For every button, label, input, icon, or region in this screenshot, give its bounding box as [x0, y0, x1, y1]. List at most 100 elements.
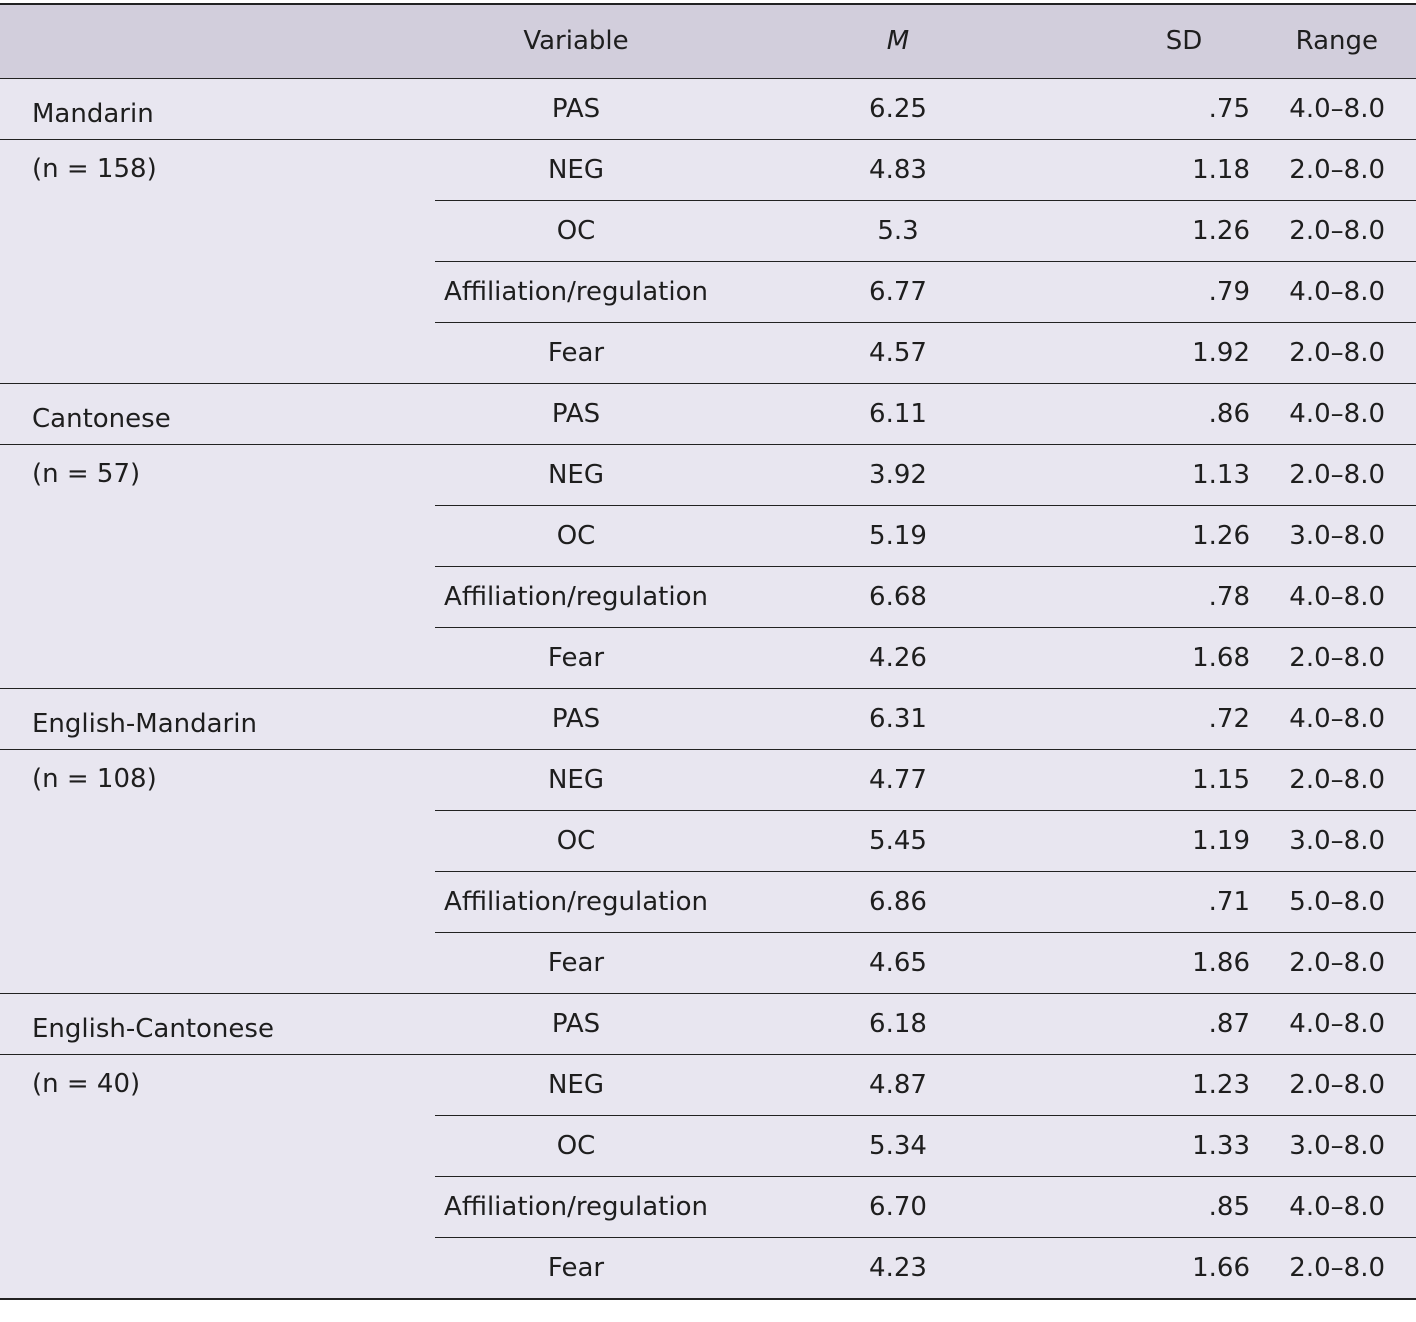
- variable-cell: PAS: [551, 93, 601, 124]
- mean-cell: 5.3: [717, 199, 1079, 261]
- header-row: Variable M SD Range: [0, 5, 1416, 78]
- mean-cell: 6.25: [869, 93, 927, 124]
- variable-cell: OC: [435, 504, 717, 566]
- table-row: (n = 158) NEG 4.83 1.18 2.0–8.0: [0, 138, 1416, 383]
- table-row: Affiliation/regulation 6.68.78 4.0–8.0: [0, 565, 1416, 627]
- range-cell: 3.0–8.0: [1250, 504, 1416, 566]
- group-size: (n = 40): [0, 1053, 435, 1298]
- table-body: Mandarin PAS 6.25.75 4.0–8.0 (n = 158) NEG 4.8…: [0, 78, 1416, 1298]
- sd-cell: .75: [1208, 93, 1250, 124]
- sd-cell: 1.92: [1079, 321, 1250, 383]
- table-container: Variable M SD Range Mandarin PAS 6.25 .75 4.0–8…: [0, 3, 1416, 1300]
- table-row: (n = 57) NEG 3.92 1.13 2.0–8.0: [0, 443, 1416, 688]
- sd-cell: 1.86: [1079, 931, 1250, 993]
- variable-cell: Fear: [435, 626, 717, 688]
- table-row: Cantonese PAS 6.11.86 4.0–8.0: [0, 382, 1416, 444]
- mean-cell: 4.83: [717, 138, 1079, 200]
- group-size: (n = 108): [0, 748, 435, 993]
- table-row: OC 5.34 1.33 3.0–8.0: [0, 1114, 1416, 1176]
- sd-cell: .86: [1079, 382, 1250, 444]
- mean-cell: 4.23: [717, 1236, 1079, 1298]
- mean-cell: 4.77: [717, 748, 1079, 810]
- mean-cell: 6.31: [717, 687, 1079, 749]
- range-cell: 4.0–8.0: [1250, 687, 1416, 749]
- variable-cell: NEG: [435, 443, 717, 505]
- header-cell: Variable: [523, 26, 629, 57]
- mean-cell: 6.86: [717, 870, 1079, 932]
- mean-cell: 6.70: [717, 1175, 1079, 1237]
- range-cell: 4.0–8.0: [1250, 260, 1416, 322]
- range-cell: 2.0–8.0: [1250, 1053, 1416, 1115]
- variable-cell: OC: [435, 1114, 717, 1176]
- table-row: Fear 4.26 1.68 2.0–8.0: [0, 626, 1416, 688]
- table-row: (n = 108) NEG 4.77 1.15 2.0–8.0: [0, 748, 1416, 993]
- mean-cell: 4.65: [717, 931, 1079, 993]
- table-header: Variable M SD Range: [0, 5, 1416, 78]
- mean-cell: 6.11: [717, 382, 1079, 444]
- table-row: Fear 4.23 1.66 2.0–8.0: [0, 1236, 1416, 1298]
- range-cell: 4.0–8.0: [1250, 382, 1416, 444]
- variable-cell: NEG: [435, 138, 717, 200]
- header-cell: M: [886, 26, 910, 57]
- sd-cell: .85: [1079, 1175, 1250, 1237]
- data-table: Variable M SD Range Mandarin PAS 6.25 .75 4.0–8…: [0, 5, 1416, 1298]
- mean-cell: 5.19: [717, 504, 1079, 566]
- table-row: Mandarin PAS 6.25 .75 4.0–8.0: [0, 78, 1416, 139]
- range-cell: 2.0–8.0: [1250, 626, 1416, 688]
- table-row: (n = 40) NEG 4.87 1.23 2.0–8.0: [0, 1053, 1416, 1298]
- table-row: Fear 4.65 1.86 2.0–8.0: [0, 931, 1416, 993]
- range-cell: 5.0–8.0: [1250, 870, 1416, 932]
- table-row: English-Cantonese PAS 6.18.87 4.0–8.0: [0, 992, 1416, 1054]
- mean-cell: 5.34: [717, 1114, 1079, 1176]
- sd-cell: .78: [1079, 565, 1250, 627]
- range-cell: 3.0–8.0: [1250, 1114, 1416, 1176]
- mean-cell: 4.87: [717, 1053, 1079, 1115]
- range-cell: 4.0–8.0: [1250, 992, 1416, 1054]
- table-row: OC 5.19 1.26 3.0–8.0: [0, 504, 1416, 566]
- range-cell: 2.0–8.0: [1250, 138, 1416, 200]
- mean-cell: 4.26: [717, 626, 1079, 688]
- table-row: English-Mandarin PAS 6.31.72 4.0–8.0: [0, 687, 1416, 749]
- variable-cell: Fear: [435, 931, 717, 993]
- sd-cell: 1.26: [1079, 504, 1250, 566]
- variable-cell: PAS: [435, 992, 717, 1054]
- variable-cell: Affiliation/regulation: [435, 1175, 717, 1237]
- range-cell: 2.0–8.0: [1250, 199, 1416, 261]
- range-cell: 2.0–8.0: [1250, 931, 1416, 993]
- sd-cell: 1.26: [1079, 199, 1250, 261]
- table-row: OC 5.3 1.26 2.0–8.0: [0, 199, 1416, 261]
- mean-cell: 6.18: [717, 992, 1079, 1054]
- header-cell: SD: [1165, 26, 1203, 57]
- sd-cell: 1.13: [1079, 443, 1250, 505]
- variable-cell: NEG: [435, 1053, 717, 1115]
- variable-cell: NEG: [435, 748, 717, 810]
- table-row: Fear 4.57 1.92 2.0–8.0: [0, 321, 1416, 383]
- mean-cell: 6.68: [717, 565, 1079, 627]
- sd-cell: 1.15: [1079, 748, 1250, 810]
- range-cell: 2.0–8.0: [1250, 321, 1416, 383]
- mean-cell: 3.92: [717, 443, 1079, 505]
- header-cell: Range: [1295, 26, 1378, 57]
- mean-cell: 5.45: [717, 809, 1079, 871]
- range-cell: 4.0–8.0: [1289, 93, 1385, 124]
- table-row: Affiliation/regulation 6.70.85 4.0–8.0: [0, 1175, 1416, 1237]
- sd-cell: .72: [1079, 687, 1250, 749]
- range-cell: 2.0–8.0: [1250, 748, 1416, 810]
- sd-cell: 1.68: [1079, 626, 1250, 688]
- table-row: Affiliation/regulation 6.77.79 4.0–8.0: [0, 260, 1416, 322]
- range-cell: 4.0–8.0: [1250, 565, 1416, 627]
- sd-cell: .79: [1079, 260, 1250, 322]
- table-row: OC 5.45 1.19 3.0–8.0: [0, 809, 1416, 871]
- sd-cell: .87: [1079, 992, 1250, 1054]
- header-cell: [0, 5, 435, 78]
- range-cell: 3.0–8.0: [1250, 809, 1416, 871]
- variable-cell: Affiliation/regulation: [435, 870, 717, 932]
- group-name: English-Mandarin: [0, 687, 435, 749]
- variable-cell: PAS: [435, 687, 717, 749]
- variable-cell: Fear: [435, 321, 717, 383]
- group-name: English-Cantonese: [0, 992, 435, 1054]
- table-row: Affiliation/regulation 6.86.71 5.0–8.0: [0, 870, 1416, 932]
- variable-cell: OC: [435, 199, 717, 261]
- variable-cell: Affiliation/regulation: [435, 260, 717, 322]
